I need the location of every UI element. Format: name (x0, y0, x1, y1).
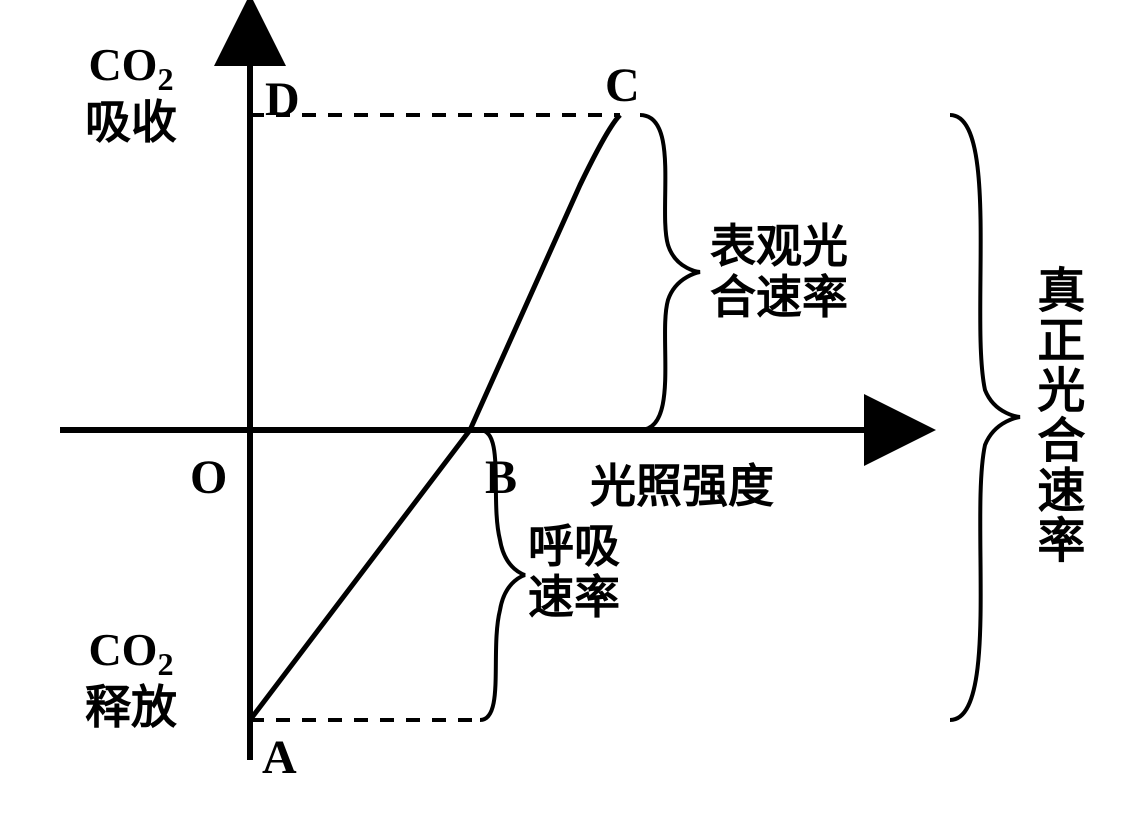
true-rate-label: 真正光合速率 (1030, 265, 1080, 565)
absorb-text: 吸收 (85, 98, 177, 149)
y-axis-upper-label: CO2 吸收 (85, 40, 177, 148)
resp-l2: 速率 (528, 573, 620, 624)
photosynthesis-rate-diagram: CO2 吸收 CO2 释放 D C O B A 光照强度 呼吸 速率 表观光 合… (0, 0, 1134, 820)
brace-apparent (640, 115, 700, 430)
y-axis-lower-label: CO2 释放 (85, 625, 177, 733)
co2-sub-lower: 2 (157, 646, 173, 682)
point-b-label: B (485, 450, 517, 505)
co2-sub-upper: 2 (157, 61, 173, 97)
origin-label: O (190, 450, 227, 505)
release-text: 释放 (85, 683, 177, 734)
rate-curve (250, 115, 620, 720)
brace-true (950, 115, 1020, 720)
apparent-rate-label: 表观光 合速率 (710, 222, 848, 323)
point-d-label: D (265, 72, 300, 127)
co2-text-lower: CO (88, 624, 157, 675)
x-axis-label: 光照强度 (590, 450, 774, 516)
co2-text-upper: CO (88, 39, 157, 90)
app-l2: 合速率 (710, 273, 848, 324)
app-l1: 表观光 (710, 222, 848, 273)
point-a-label: A (262, 730, 297, 785)
resp-l1: 呼吸 (528, 522, 620, 573)
point-c-label: C (605, 58, 640, 113)
respiration-rate-label: 呼吸 速率 (528, 522, 620, 623)
